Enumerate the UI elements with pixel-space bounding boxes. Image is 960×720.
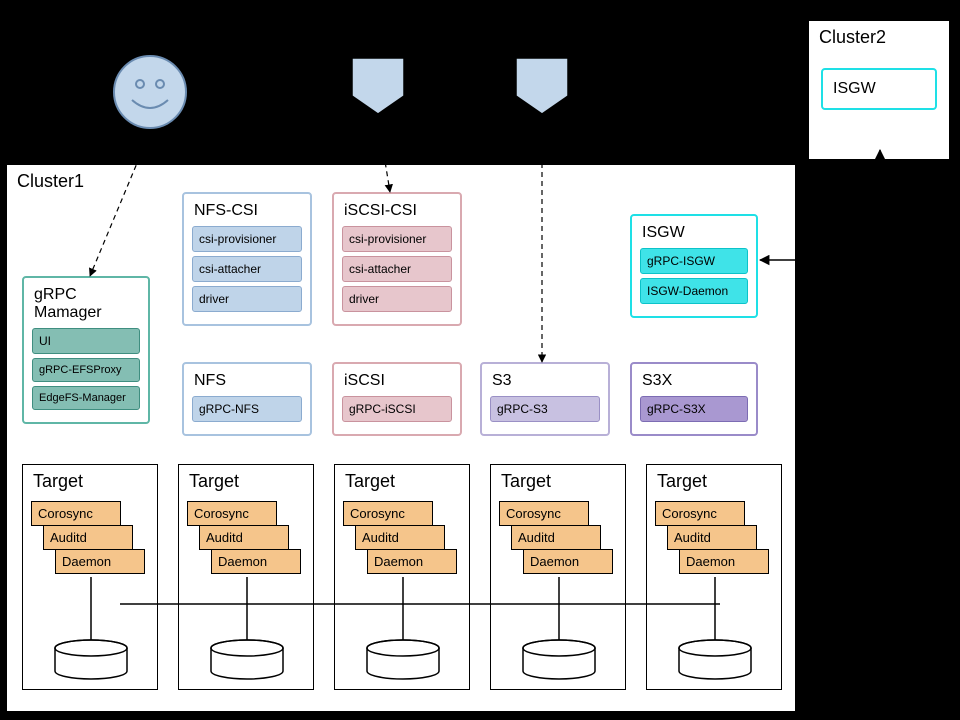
database-icon	[207, 639, 287, 683]
grpc-manager-box: gRPC Mamager UI gRPC-EFSProxy EdgeFS-Man…	[22, 276, 150, 424]
grpc-manager-chip-efsproxy: gRPC-EFSProxy	[32, 358, 140, 382]
grpc-manager-chip-edgefs: EdgeFS-Manager	[32, 386, 140, 410]
s3-box: S3 gRPC-S3	[480, 362, 610, 436]
nfs-csi-chip-2: driver	[192, 286, 302, 312]
database-icon	[519, 639, 599, 683]
pentagon-right-icon	[510, 54, 574, 118]
grpc-manager-chip-ui: UI	[32, 328, 140, 354]
isgw-title: ISGW	[642, 224, 748, 242]
s3-chip-0: gRPC-S3	[490, 396, 600, 422]
iscsi-box: iSCSI gRPC-iSCSI	[332, 362, 462, 436]
isgw-chip-1: ISGW-Daemon	[640, 278, 748, 304]
s3x-title: S3X	[642, 372, 748, 390]
user-face-icon	[110, 52, 190, 132]
cluster2-isgw-box: ISGW	[821, 68, 937, 110]
iscsi-csi-title: iSCSI-CSI	[344, 202, 452, 220]
target-box: TargetCorosyncAuditdDaemon	[490, 464, 626, 690]
target-box: TargetCorosyncAuditdDaemon	[178, 464, 314, 690]
nfs-csi-title: NFS-CSI	[194, 202, 302, 220]
s3-title: S3	[492, 372, 600, 390]
database-icon	[51, 639, 131, 683]
database-icon	[363, 639, 443, 683]
iscsi-csi-chip-2: driver	[342, 286, 452, 312]
iscsi-csi-chip-0: csi-provisioner	[342, 226, 452, 252]
nfs-csi-chip-0: csi-provisioner	[192, 226, 302, 252]
iscsi-chip-0: gRPC-iSCSI	[342, 396, 452, 422]
pentagon-left-icon	[346, 54, 410, 118]
isgw-box: ISGW gRPC-ISGW ISGW-Daemon	[630, 214, 758, 318]
s3x-box: S3X gRPC-S3X	[630, 362, 758, 436]
iscsi-title: iSCSI	[344, 372, 452, 390]
cluster2-title: Cluster2	[809, 21, 949, 54]
nfs-csi-chip-1: csi-attacher	[192, 256, 302, 282]
database-icon	[675, 639, 755, 683]
s3x-chip-0: gRPC-S3X	[640, 396, 748, 422]
grpc-manager-title: gRPC Mamager	[34, 286, 140, 322]
iscsi-csi-chip-1: csi-attacher	[342, 256, 452, 282]
cluster2-panel: Cluster2 ISGW	[808, 20, 950, 160]
isgw-chip-0: gRPC-ISGW	[640, 248, 748, 274]
nfs-csi-box: NFS-CSI csi-provisioner csi-attacher dri…	[182, 192, 312, 326]
target-box: TargetCorosyncAuditdDaemon	[646, 464, 782, 690]
target-box: TargetCorosyncAuditdDaemon	[22, 464, 158, 690]
cluster2-isgw-title: ISGW	[833, 80, 925, 98]
nfs-title: NFS	[194, 372, 302, 390]
nfs-box: NFS gRPC-NFS	[182, 362, 312, 436]
nfs-chip-0: gRPC-NFS	[192, 396, 302, 422]
target-box: TargetCorosyncAuditdDaemon	[334, 464, 470, 690]
iscsi-csi-box: iSCSI-CSI csi-provisioner csi-attacher d…	[332, 192, 462, 326]
